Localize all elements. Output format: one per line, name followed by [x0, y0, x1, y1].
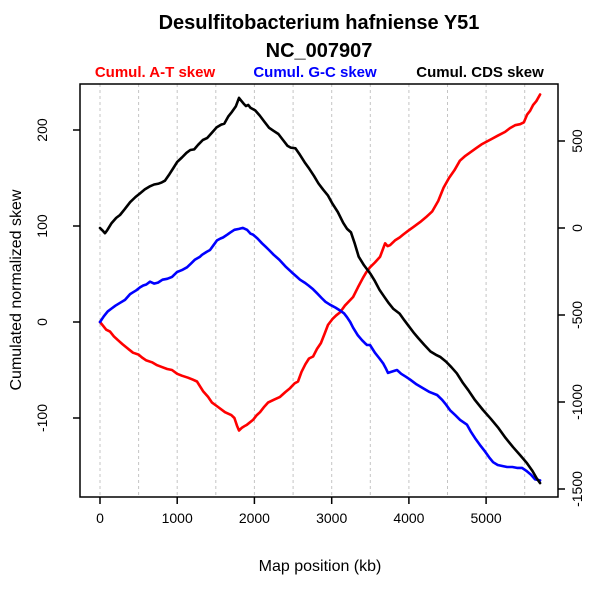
chart-subtitle: NC_007907 [265, 40, 373, 62]
y-axis-label: Cumulated normalized skew [8, 189, 25, 391]
y-left-tick-label-200: 200 [34, 118, 50, 142]
x-tick-label-0: 0 [96, 510, 104, 526]
legend-cds-skew-label: Cumul. CDS skew [416, 64, 544, 81]
chart-title: Desulfitobacterium hafniense Y51 [158, 12, 480, 34]
x-axis-label: Map position (kb) [258, 558, 382, 575]
x-tick-label-4000: 4000 [393, 510, 424, 526]
x-tick-label-1000: 1000 [162, 510, 193, 526]
at-skew-line [98, 93, 542, 432]
x-tick-label-5000: 5000 [471, 510, 502, 526]
legend-gc-skew-label: Cumul. G-C skew [253, 64, 377, 81]
y-right-tick-label--1000: -1000 [569, 384, 585, 420]
legend-at-skew-label: Cumul. A-T skew [94, 64, 216, 81]
y-left-tick-label--100: -100 [34, 404, 50, 432]
y-right-tick-label-500: 500 [569, 129, 585, 153]
y-right-tick-label--500: -500 [569, 301, 585, 329]
plot-frame [79, 83, 559, 498]
x-tick-label-3000: 3000 [316, 510, 347, 526]
y-left-tick-label-100: 100 [34, 214, 50, 238]
cds-skew-line [98, 96, 542, 485]
x-tick-label-2000: 2000 [239, 510, 270, 526]
y-right-tick-label--1500: -1500 [569, 471, 585, 507]
y-left-tick-label-0: 0 [34, 318, 50, 326]
gc-skew-line [98, 226, 542, 482]
y-right-tick-label-0: 0 [569, 224, 585, 232]
